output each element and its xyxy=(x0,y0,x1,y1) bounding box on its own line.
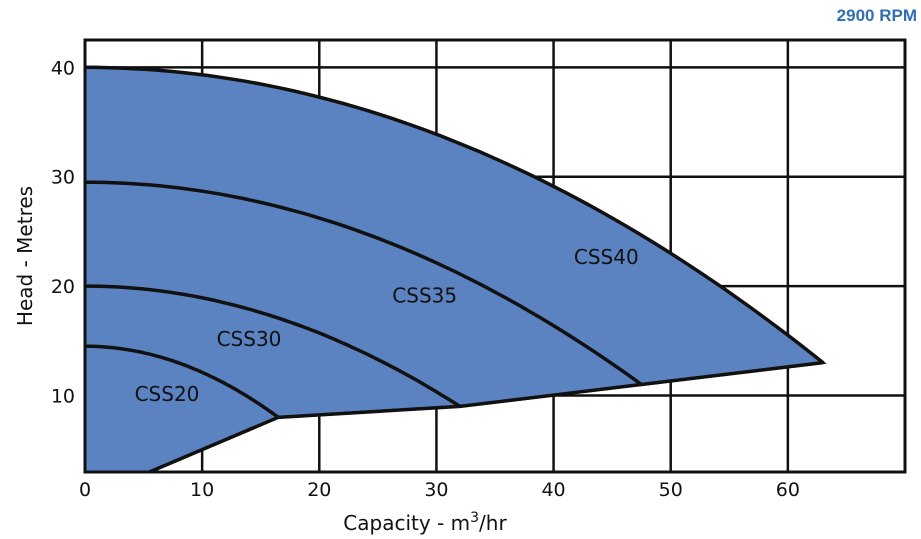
curve-css35 xyxy=(85,180,643,386)
plot-border xyxy=(83,38,907,474)
y-axis-label: Head - Metres xyxy=(13,186,37,326)
speed-label: 2900 RPM xyxy=(836,6,917,25)
pump-curves xyxy=(84,65,825,474)
x-tick-label: 30 xyxy=(424,479,448,501)
plot-frame xyxy=(83,38,907,474)
curve-labels: CSS20 CSS30 CSS35 CSS40 xyxy=(135,245,639,406)
y-tick-label: 20 xyxy=(51,276,75,298)
y-tick-label: 40 xyxy=(51,57,75,79)
x-tick-label: 60 xyxy=(776,479,800,501)
curve-label-css30: CSS30 xyxy=(217,327,282,351)
curve-label-css20: CSS20 xyxy=(135,382,200,406)
x-tick-label: 40 xyxy=(541,479,565,501)
curve-label-css40: CSS40 xyxy=(574,245,639,269)
curve-css40 xyxy=(84,65,825,364)
curve-css30 xyxy=(85,284,461,408)
curve-css20 xyxy=(85,344,280,419)
x-tick-label: 50 xyxy=(659,479,683,501)
curve-label-css35: CSS35 xyxy=(392,283,457,307)
x-tick-label: 20 xyxy=(307,479,331,501)
x-axis-label: Capacity - m3/hr xyxy=(343,510,507,535)
lower-limit-line xyxy=(148,360,824,474)
x-tick-label: 10 xyxy=(190,479,214,501)
x-tick-labels: 0 10 20 30 40 50 60 xyxy=(79,479,800,501)
x-tick-label: 0 xyxy=(79,479,91,501)
y-tick-label: 30 xyxy=(51,167,75,189)
y-tick-label: 10 xyxy=(51,385,75,407)
y-tick-labels: 10 20 30 40 xyxy=(51,57,75,407)
